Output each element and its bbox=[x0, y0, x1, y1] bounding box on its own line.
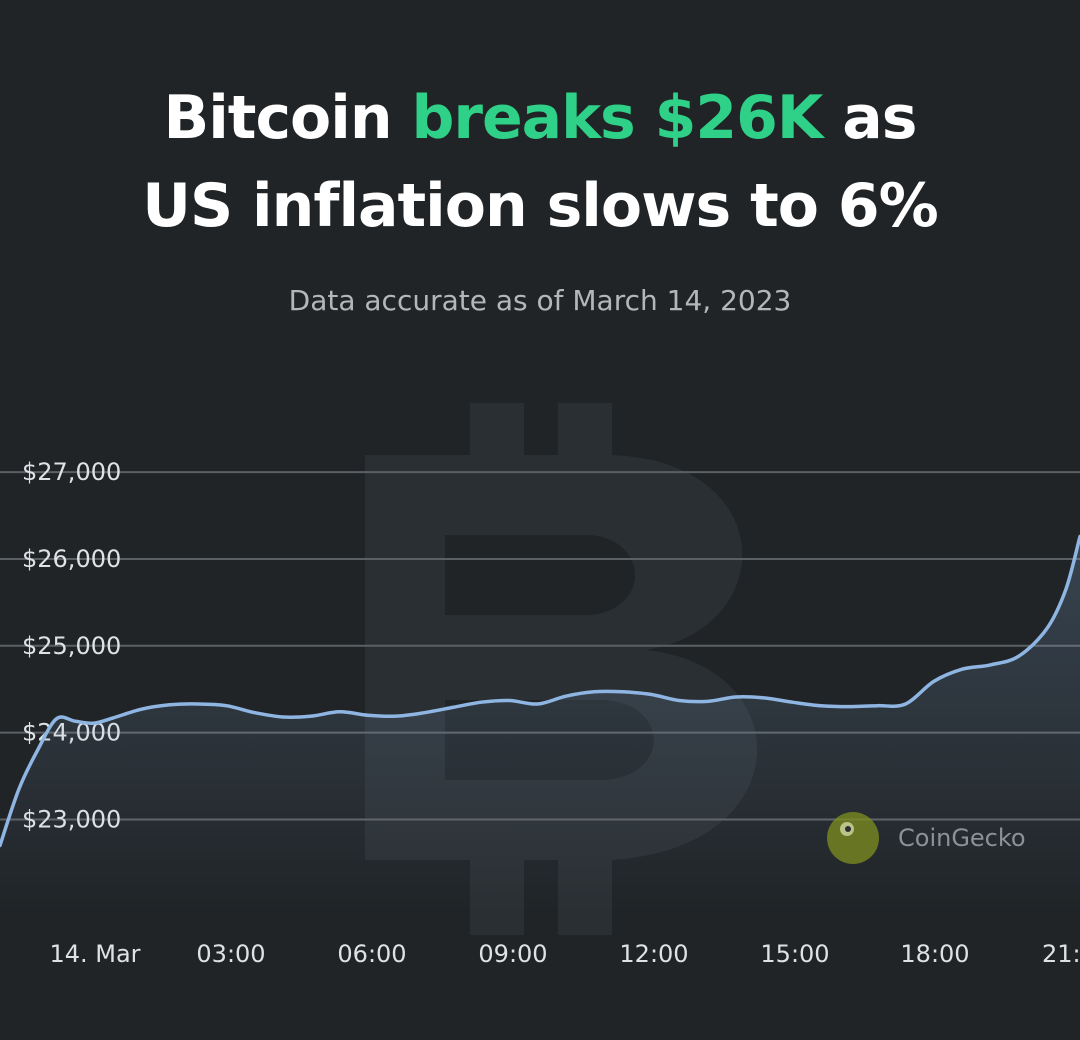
x-tick-label: 14. Mar bbox=[49, 940, 140, 968]
y-tick-label: $27,000 bbox=[22, 458, 121, 486]
x-tick-label: 06:00 bbox=[337, 940, 406, 968]
headline-line-2: US inflation slows to 6% bbox=[142, 171, 939, 241]
x-tick-label: 03:00 bbox=[196, 940, 265, 968]
price-line bbox=[0, 534, 1080, 848]
x-tick-label: 18:00 bbox=[900, 940, 969, 968]
headline-part-2: as bbox=[822, 83, 917, 153]
headline: Bitcoin breaks $26K as US inflation slow… bbox=[0, 74, 1080, 250]
headline-line-1: Bitcoin breaks $26K as bbox=[0, 74, 1080, 162]
x-axis-labels: 14. Mar 03:00 06:00 09:00 12:00 15:00 18:00 21: bbox=[49, 940, 1080, 968]
headline-part-1: Bitcoin bbox=[163, 83, 412, 153]
coingecko-label: CoinGecko bbox=[898, 824, 1026, 852]
price-area bbox=[0, 536, 1080, 915]
subtitle: Data accurate as of March 14, 2023 bbox=[288, 284, 792, 317]
y-tick-label: $25,000 bbox=[22, 632, 121, 660]
x-tick-label: 15:00 bbox=[760, 940, 829, 968]
coingecko-logo-icon bbox=[827, 812, 879, 864]
x-tick-label: 21: bbox=[1042, 940, 1080, 968]
x-tick-label: 12:00 bbox=[619, 940, 688, 968]
x-tick-label: 09:00 bbox=[478, 940, 547, 968]
headline-accent: breaks $26K bbox=[411, 83, 823, 153]
y-tick-label: $26,000 bbox=[22, 545, 121, 573]
